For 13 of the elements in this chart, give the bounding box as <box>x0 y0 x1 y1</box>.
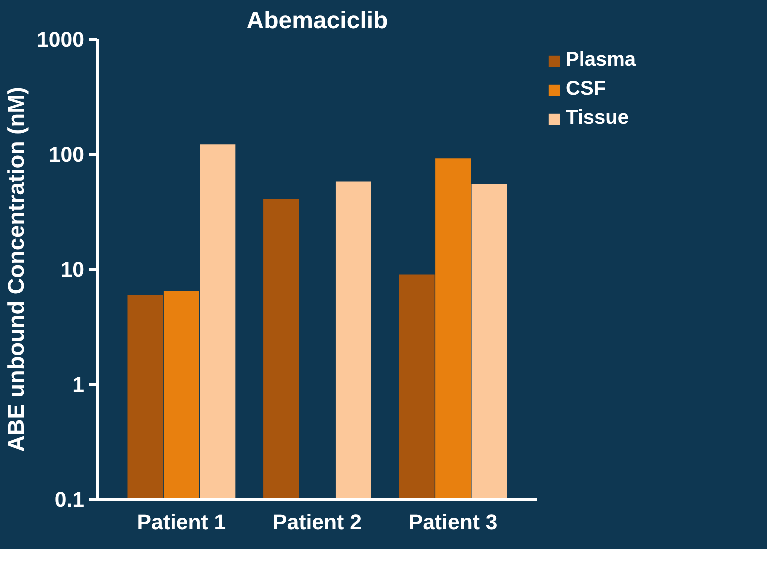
x-tick-label: Patient 3 <box>408 510 498 534</box>
legend-label: CSF <box>566 78 606 101</box>
y-tick-label: 1 <box>72 373 85 397</box>
legend-label: Tissue <box>566 107 629 130</box>
chart-title: Abemaciclib <box>246 8 388 34</box>
legend-label: Plasma <box>566 49 636 72</box>
y-tick-label: 1000 <box>37 28 85 52</box>
y-axis-title: ABE unbound Concentration (nM) <box>3 87 30 452</box>
y-tick-label: 10 <box>60 258 85 282</box>
x-tick-label: Patient 2 <box>273 510 362 534</box>
x-tick-label: Patient 1 <box>137 510 226 534</box>
y-tick-label: 0.1 <box>54 488 85 512</box>
y-tick-label: 100 <box>48 143 85 167</box>
